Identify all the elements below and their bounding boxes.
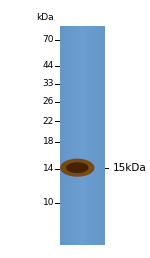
Text: kDa: kDa [36, 13, 54, 22]
Text: 44: 44 [43, 61, 54, 70]
Text: 22: 22 [43, 117, 54, 126]
Text: 33: 33 [42, 79, 54, 88]
Text: 10: 10 [42, 198, 54, 207]
Text: 70: 70 [42, 36, 54, 44]
Text: 18: 18 [42, 138, 54, 146]
Ellipse shape [66, 162, 88, 173]
Text: 26: 26 [43, 98, 54, 106]
Ellipse shape [60, 159, 94, 177]
Text: 14: 14 [43, 165, 54, 173]
Text: 15kDa: 15kDa [112, 163, 146, 173]
